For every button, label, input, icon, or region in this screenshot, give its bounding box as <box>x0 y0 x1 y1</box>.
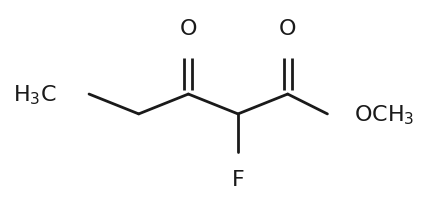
Text: OCH$_3$: OCH$_3$ <box>354 103 415 126</box>
Text: H$_3$C: H$_3$C <box>13 83 56 106</box>
Text: O: O <box>180 19 197 39</box>
Text: O: O <box>279 19 296 39</box>
Text: F: F <box>232 170 244 189</box>
